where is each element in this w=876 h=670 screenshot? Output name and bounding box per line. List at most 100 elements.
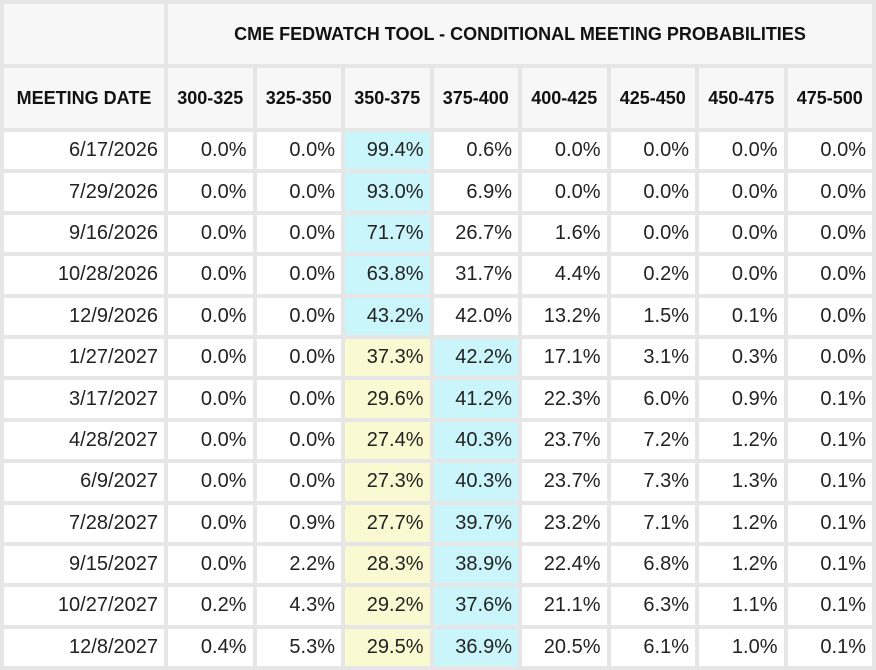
probability-cell: 17.1%	[522, 338, 607, 377]
probability-cell: 0.0%	[256, 338, 341, 377]
rate-range-header: 350-375	[345, 68, 430, 128]
probability-cell: 0.0%	[256, 297, 341, 335]
meeting-date-cell: 7/29/2026	[4, 173, 164, 211]
probability-cell: 0.0%	[787, 214, 872, 253]
probability-cell: 0.0%	[610, 214, 695, 253]
probability-cell: 1.5%	[610, 297, 695, 335]
probability-cell: 1.2%	[699, 504, 784, 542]
probability-cell: 13.2%	[522, 297, 607, 335]
table-row: 7/28/2027 0.0% 0.9% 27.7% 39.7% 23.2% 7.1% 1.2%…	[4, 504, 872, 542]
probability-cell: 5.3%	[256, 628, 341, 667]
table-body: 6/17/2026 0.0% 0.0% 99.4% 0.6% 0.0% 0.0% 0.0% 0.…	[4, 132, 872, 667]
corner-cell	[4, 4, 164, 64]
probability-cell: 23.7%	[522, 421, 607, 460]
probability-cell: 0.0%	[256, 463, 341, 501]
probability-cell: 0.0%	[699, 132, 784, 170]
probability-cell: 1.6%	[522, 214, 607, 253]
probability-cell: 0.0%	[168, 132, 253, 170]
probability-cell: 93.0%	[345, 173, 430, 211]
probability-cell: 0.0%	[168, 256, 253, 294]
table-row: 9/16/2026 0.0% 0.0% 71.7% 26.7% 1.6% 0.0% 0.0% 0…	[4, 214, 872, 253]
probability-cell: 0.0%	[787, 256, 872, 294]
probability-cell: 42.2%	[433, 338, 518, 377]
probability-cell: 6.9%	[433, 173, 518, 211]
table-row: 7/29/2026 0.0% 0.0% 93.0% 6.9% 0.0% 0.0% 0.0% 0.…	[4, 173, 872, 211]
probability-cell: 0.3%	[699, 338, 784, 377]
probability-cell: 0.0%	[787, 297, 872, 335]
probability-cell: 23.2%	[522, 504, 607, 542]
rate-range-header: 300-325	[168, 68, 253, 128]
meeting-date-cell: 10/27/2027	[4, 587, 164, 625]
probability-cell: 0.0%	[168, 463, 253, 501]
probability-cell: 2.2%	[256, 545, 341, 584]
meeting-date-cell: 6/17/2026	[4, 132, 164, 170]
probability-cell: 0.1%	[787, 421, 872, 460]
probability-cell: 0.0%	[522, 132, 607, 170]
column-header-row: MEETING DATE 300-325 325-350 350-375 375-40…	[4, 68, 872, 128]
probability-cell: 41.2%	[433, 380, 518, 418]
probability-cell: 36.9%	[433, 628, 518, 667]
probability-cell: 0.1%	[787, 545, 872, 584]
table-row: 6/9/2027 0.0% 0.0% 27.3% 40.3% 23.7% 7.3% 1.3% 0…	[4, 463, 872, 501]
probability-cell: 0.0%	[256, 173, 341, 211]
probability-cell: 0.2%	[610, 256, 695, 294]
table-title: CME FEDWATCH TOOL - CONDITIONAL MEETING …	[168, 4, 872, 64]
probability-cell: 1.2%	[699, 421, 784, 460]
probability-cell: 0.4%	[168, 628, 253, 667]
probability-cell: 28.3%	[345, 545, 430, 584]
table-row: 10/28/2026 0.0% 0.0% 63.8% 31.7% 4.4% 0.2% 0.0%…	[4, 256, 872, 294]
probability-cell: 29.5%	[345, 628, 430, 667]
probability-cell: 0.1%	[787, 380, 872, 418]
probability-cell: 0.0%	[256, 214, 341, 253]
probability-cell: 99.4%	[345, 132, 430, 170]
probability-cell: 71.7%	[345, 214, 430, 253]
probability-cell: 37.6%	[433, 587, 518, 625]
probability-cell: 7.1%	[610, 504, 695, 542]
probability-cell: 37.3%	[345, 338, 430, 377]
probability-cell: 21.1%	[522, 587, 607, 625]
probability-cell: 0.2%	[168, 587, 253, 625]
probability-cell: 4.4%	[522, 256, 607, 294]
probability-cell: 0.0%	[168, 297, 253, 335]
probability-cell: 6.3%	[610, 587, 695, 625]
probability-cell: 1.1%	[699, 587, 784, 625]
rate-range-header: 375-400	[433, 68, 518, 128]
probability-cell: 43.2%	[345, 297, 430, 335]
probability-cell: 6.1%	[610, 628, 695, 667]
rate-range-header: 400-425	[522, 68, 607, 128]
probability-cell: 27.4%	[345, 421, 430, 460]
meeting-date-cell: 3/17/2027	[4, 380, 164, 418]
probability-cell: 0.9%	[256, 504, 341, 542]
probability-cell: 22.4%	[522, 545, 607, 584]
table-row: 4/28/2027 0.0% 0.0% 27.4% 40.3% 23.7% 7.2% 1.2%…	[4, 421, 872, 460]
probability-cell: 40.3%	[433, 421, 518, 460]
probability-cell: 0.0%	[168, 214, 253, 253]
probability-cell: 39.7%	[433, 504, 518, 542]
probability-cell: 0.1%	[787, 628, 872, 667]
probability-cell: 6.8%	[610, 545, 695, 584]
probability-cell: 0.0%	[256, 132, 341, 170]
table-row: 12/8/2027 0.4% 5.3% 29.5% 36.9% 20.5% 6.1% 1.0%…	[4, 628, 872, 667]
probability-cell: 23.7%	[522, 463, 607, 501]
probability-cell: 29.6%	[345, 380, 430, 418]
probability-cell: 0.0%	[168, 421, 253, 460]
probability-cell: 22.3%	[522, 380, 607, 418]
probability-cell: 7.2%	[610, 421, 695, 460]
probability-cell: 0.0%	[168, 380, 253, 418]
meeting-date-cell: 12/8/2027	[4, 628, 164, 667]
probability-cell: 40.3%	[433, 463, 518, 501]
probability-cell: 0.0%	[787, 132, 872, 170]
probability-cell: 0.1%	[787, 504, 872, 542]
meeting-date-cell: 4/28/2027	[4, 421, 164, 460]
meeting-date-cell: 9/16/2026	[4, 214, 164, 253]
probability-cell: 0.0%	[256, 256, 341, 294]
probability-cell: 0.6%	[433, 132, 518, 170]
probability-cell: 31.7%	[433, 256, 518, 294]
probability-cell: 0.0%	[787, 338, 872, 377]
probability-cell: 27.3%	[345, 463, 430, 501]
meeting-date-cell: 12/9/2026	[4, 297, 164, 335]
meeting-date-cell: 1/27/2027	[4, 338, 164, 377]
probability-cell: 0.0%	[168, 504, 253, 542]
rate-range-header: 425-450	[610, 68, 695, 128]
probability-cell: 0.0%	[787, 173, 872, 211]
